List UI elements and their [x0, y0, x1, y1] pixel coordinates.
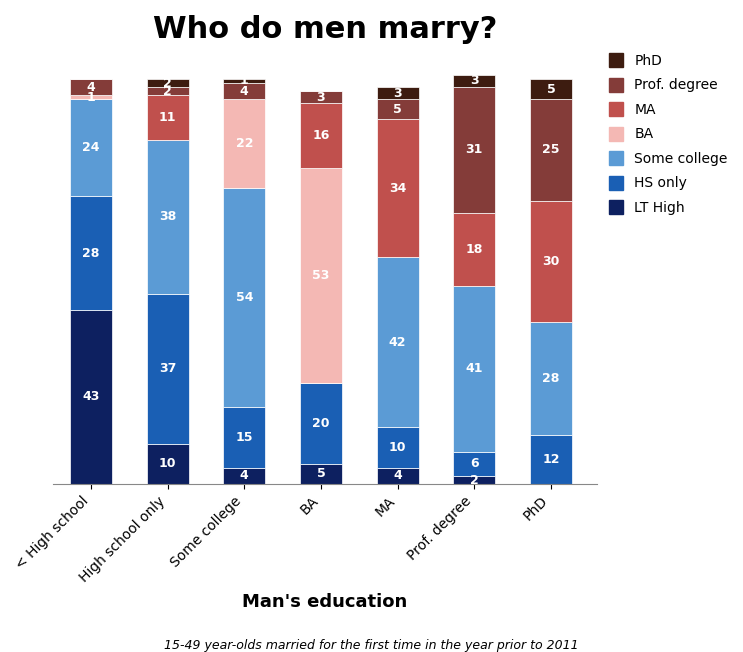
Bar	[377, 468, 419, 484]
Bar	[300, 168, 342, 383]
Bar	[146, 443, 189, 484]
Title: Who do men marry?: Who do men marry?	[152, 15, 497, 44]
Bar	[146, 95, 189, 140]
Text: 1: 1	[240, 74, 249, 87]
Bar	[530, 79, 572, 99]
Bar	[530, 436, 572, 484]
Bar	[453, 286, 496, 452]
Bar	[300, 383, 342, 464]
Text: 34: 34	[389, 182, 406, 195]
Bar	[377, 99, 419, 119]
Text: 5: 5	[393, 103, 402, 116]
Bar	[223, 407, 265, 468]
Text: 22: 22	[236, 138, 253, 151]
Text: 3: 3	[317, 91, 325, 104]
Text: 25: 25	[542, 143, 559, 156]
Text: 24: 24	[82, 141, 100, 155]
Text: 42: 42	[389, 336, 406, 349]
Text: 30: 30	[542, 255, 559, 268]
Text: 53: 53	[312, 269, 330, 282]
Bar	[223, 468, 265, 484]
Bar	[530, 201, 572, 322]
Bar	[453, 87, 496, 213]
Text: 4: 4	[240, 85, 249, 98]
Bar	[300, 91, 342, 103]
Text: 3: 3	[393, 87, 402, 100]
Bar	[223, 79, 265, 83]
Text: 15: 15	[236, 431, 253, 444]
Text: 5: 5	[317, 467, 325, 481]
Bar	[300, 464, 342, 484]
Text: 2: 2	[163, 85, 172, 98]
Bar	[146, 293, 189, 443]
Text: 15-49 year-olds married for the first time in the year prior to 2011: 15-49 year-olds married for the first ti…	[164, 639, 579, 652]
Text: 43: 43	[82, 391, 100, 404]
Text: 1: 1	[87, 91, 95, 104]
Bar	[453, 476, 496, 484]
Bar	[223, 83, 265, 99]
Bar	[300, 103, 342, 168]
Bar	[453, 213, 496, 286]
Text: 20: 20	[312, 417, 330, 430]
Bar	[530, 99, 572, 201]
Text: 28: 28	[82, 246, 100, 259]
Legend: PhD, Prof. degree, MA, BA, Some college, HS only, LT High: PhD, Prof. degree, MA, BA, Some college,…	[609, 53, 727, 215]
Bar	[453, 452, 496, 476]
Bar	[377, 119, 419, 258]
Bar	[70, 95, 112, 99]
Text: 12: 12	[542, 453, 559, 466]
Bar	[377, 87, 419, 99]
Bar	[70, 196, 112, 310]
Text: 16: 16	[312, 129, 330, 142]
Text: 11: 11	[159, 111, 176, 124]
Text: 10: 10	[159, 457, 176, 470]
Bar	[146, 79, 189, 87]
Bar	[70, 310, 112, 484]
Text: 5: 5	[547, 83, 555, 96]
Bar	[223, 99, 265, 188]
Bar	[70, 99, 112, 196]
Text: 37: 37	[159, 362, 176, 375]
Bar	[146, 140, 189, 293]
Text: 6: 6	[470, 457, 478, 470]
Text: 41: 41	[466, 362, 483, 375]
Text: 2: 2	[470, 473, 478, 486]
Text: 2: 2	[163, 76, 172, 89]
Text: 4: 4	[393, 469, 402, 482]
Bar	[146, 87, 189, 95]
Bar	[377, 258, 419, 427]
Text: 3: 3	[470, 74, 478, 87]
Text: 38: 38	[159, 210, 176, 223]
Text: 28: 28	[542, 372, 559, 385]
X-axis label: Man's education: Man's education	[242, 593, 407, 611]
Text: 4: 4	[87, 81, 95, 94]
Bar	[453, 75, 496, 87]
Text: 31: 31	[466, 143, 483, 156]
Text: 18: 18	[466, 243, 483, 256]
Bar	[223, 188, 265, 407]
Bar	[530, 322, 572, 436]
Text: 10: 10	[389, 441, 406, 454]
Bar	[377, 427, 419, 468]
Text: 4: 4	[240, 469, 249, 482]
Text: 54: 54	[236, 291, 253, 304]
Bar	[70, 79, 112, 95]
